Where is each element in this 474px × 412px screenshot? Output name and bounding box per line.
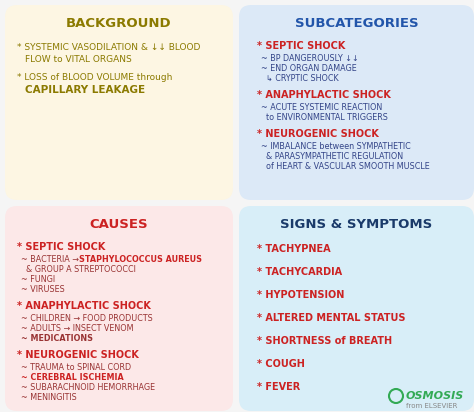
Text: ~ CHILDREN → FOOD PRODUCTS: ~ CHILDREN → FOOD PRODUCTS <box>21 314 153 323</box>
Text: * HYPOTENSION: * HYPOTENSION <box>257 290 345 300</box>
Text: * FEVER: * FEVER <box>257 382 300 392</box>
Text: * COUGH: * COUGH <box>257 359 305 369</box>
Text: ~ VIRUSES: ~ VIRUSES <box>21 285 65 294</box>
Text: ~ CEREBRAL ISCHEMIA: ~ CEREBRAL ISCHEMIA <box>21 373 124 382</box>
Text: * SEPTIC SHOCK: * SEPTIC SHOCK <box>17 242 105 252</box>
Text: & PARASYMPATHETIC REGULATION: & PARASYMPATHETIC REGULATION <box>261 152 403 161</box>
Text: * NEUROGENIC SHOCK: * NEUROGENIC SHOCK <box>257 129 379 139</box>
Text: ~ ACUTE SYSTEMIC REACTION: ~ ACUTE SYSTEMIC REACTION <box>261 103 382 112</box>
Text: * TACHYPNEA: * TACHYPNEA <box>257 244 331 254</box>
Text: * LOSS of BLOOD VOLUME through: * LOSS of BLOOD VOLUME through <box>17 73 173 82</box>
Text: ~ TRAUMA to SPINAL CORD: ~ TRAUMA to SPINAL CORD <box>21 363 131 372</box>
Text: * SEPTIC SHOCK: * SEPTIC SHOCK <box>257 41 346 51</box>
FancyBboxPatch shape <box>239 5 474 200</box>
Text: * ANAPHYLACTIC SHOCK: * ANAPHYLACTIC SHOCK <box>257 90 391 100</box>
Text: ~ ADULTS → INSECT VENOM: ~ ADULTS → INSECT VENOM <box>21 324 134 333</box>
Text: BACKGROUND: BACKGROUND <box>66 16 172 30</box>
Text: CAUSES: CAUSES <box>90 218 148 230</box>
Text: ~ SUBARACHNOID HEMORRHAGE: ~ SUBARACHNOID HEMORRHAGE <box>21 383 155 392</box>
Text: STAPHYLOCOCCUS AUREUS: STAPHYLOCOCCUS AUREUS <box>79 255 202 264</box>
Text: SUBCATEGORIES: SUBCATEGORIES <box>295 16 419 30</box>
Text: from ELSEVIER: from ELSEVIER <box>406 403 457 409</box>
Text: * NEUROGENIC SHOCK: * NEUROGENIC SHOCK <box>17 350 139 360</box>
Text: ~ END ORGAN DAMAGE: ~ END ORGAN DAMAGE <box>261 64 357 73</box>
FancyBboxPatch shape <box>5 5 233 200</box>
Text: ~ MEDICATIONS: ~ MEDICATIONS <box>21 334 93 343</box>
Text: CAPILLARY LEAKAGE: CAPILLARY LEAKAGE <box>25 85 145 95</box>
Text: * SHORTNESS of BREATH: * SHORTNESS of BREATH <box>257 336 392 346</box>
Text: * ALTERED MENTAL STATUS: * ALTERED MENTAL STATUS <box>257 313 405 323</box>
Text: FLOW to VITAL ORGANS: FLOW to VITAL ORGANS <box>25 55 132 64</box>
FancyBboxPatch shape <box>5 206 233 411</box>
Text: SIGNS & SYMPTOMS: SIGNS & SYMPTOMS <box>281 218 433 230</box>
Text: ~ IMBALANCE between SYMPATHETIC: ~ IMBALANCE between SYMPATHETIC <box>261 142 411 151</box>
Text: & GROUP A STREPTOCOCCI: & GROUP A STREPTOCOCCI <box>21 265 136 274</box>
Text: * TACHYCARDIA: * TACHYCARDIA <box>257 267 342 277</box>
Text: ~ MENINGITIS: ~ MENINGITIS <box>21 393 77 402</box>
Text: ↳ CRYPTIC SHOCK: ↳ CRYPTIC SHOCK <box>261 74 338 83</box>
Text: ~ FUNGI: ~ FUNGI <box>21 275 55 284</box>
Text: of HEART & VASCULAR SMOOTH MUSCLE: of HEART & VASCULAR SMOOTH MUSCLE <box>261 162 430 171</box>
Text: ~ BACTERIA →: ~ BACTERIA → <box>21 255 82 264</box>
Text: OSMOSIS: OSMOSIS <box>406 391 464 401</box>
Text: * SYSTEMIC VASODILATION & ↓↓ BLOOD: * SYSTEMIC VASODILATION & ↓↓ BLOOD <box>17 43 201 52</box>
Text: * ANAPHYLACTIC SHOCK: * ANAPHYLACTIC SHOCK <box>17 301 151 311</box>
FancyBboxPatch shape <box>239 206 474 411</box>
Text: ~ BP DANGEROUSLY ↓↓: ~ BP DANGEROUSLY ↓↓ <box>261 54 359 63</box>
Text: to ENVIRONMENTAL TRIGGERS: to ENVIRONMENTAL TRIGGERS <box>261 113 388 122</box>
